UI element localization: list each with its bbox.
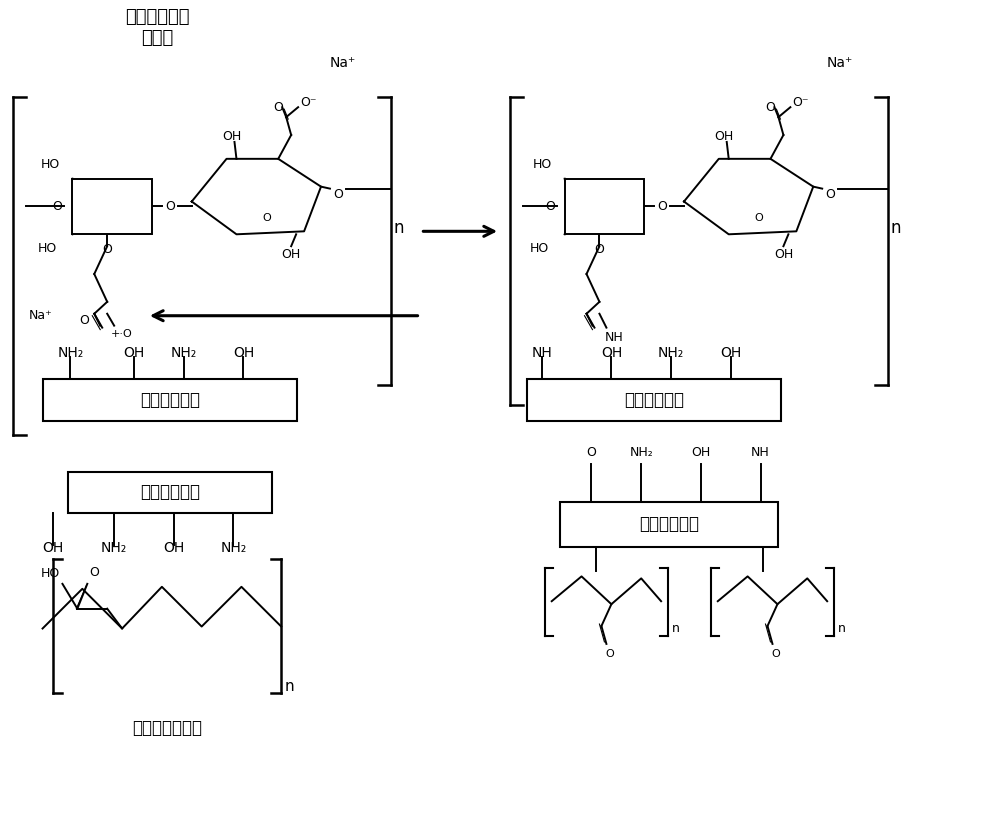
Text: NH₂: NH₂: [57, 346, 84, 360]
Text: OH: OH: [720, 346, 741, 360]
Text: 负极活性材料: 负极活性材料: [140, 483, 200, 501]
Text: O: O: [766, 101, 775, 114]
Text: 聚丙烯酸粨结剂: 聚丙烯酸粨结剂: [132, 719, 202, 737]
Text: OH: OH: [163, 541, 184, 555]
Text: O: O: [595, 243, 604, 256]
Text: O⁻: O⁻: [300, 95, 316, 108]
Text: OH: OH: [714, 130, 733, 143]
Text: OH: OH: [233, 346, 254, 360]
Bar: [527, 379, 781, 421]
Text: OH: OH: [222, 130, 241, 143]
Text: n: n: [284, 679, 294, 694]
Text: O: O: [545, 200, 555, 213]
Text: O⁻: O⁻: [792, 95, 809, 108]
Text: +·O: +·O: [111, 328, 133, 338]
Text: Na⁺: Na⁺: [330, 55, 356, 69]
Text: OH: OH: [123, 346, 145, 360]
Text: OH: OH: [42, 541, 63, 555]
Bar: [68, 472, 272, 513]
Bar: [560, 502, 778, 547]
Text: OH: OH: [282, 248, 301, 261]
Text: Na⁺: Na⁺: [827, 55, 853, 69]
Text: O: O: [102, 243, 112, 256]
Text: 负极活性材料: 负极活性材料: [140, 391, 200, 409]
Text: NH₂: NH₂: [220, 541, 247, 555]
Text: n: n: [393, 219, 404, 237]
Text: O: O: [89, 566, 99, 579]
Text: 负极活性材料: 负极活性材料: [639, 515, 699, 533]
Text: OH: OH: [601, 346, 622, 360]
Text: NH₂: NH₂: [658, 346, 684, 360]
Text: O: O: [333, 188, 343, 201]
Text: O: O: [657, 200, 667, 213]
Text: HO: HO: [533, 158, 552, 171]
Text: HO: HO: [530, 242, 549, 255]
Text: NH: NH: [751, 446, 770, 459]
Bar: [43, 379, 297, 421]
Text: O: O: [754, 214, 763, 223]
Text: O: O: [587, 446, 596, 459]
Text: Na⁺: Na⁺: [29, 309, 52, 322]
Text: O: O: [79, 315, 89, 327]
Text: O: O: [273, 101, 283, 114]
Text: NH: NH: [531, 346, 552, 360]
Text: O: O: [53, 200, 62, 213]
Text: n: n: [838, 622, 846, 635]
Text: NH₂: NH₂: [171, 346, 197, 360]
Text: n: n: [891, 219, 901, 237]
Text: OH: OH: [774, 248, 793, 261]
Text: 负极活性材料: 负极活性材料: [624, 391, 684, 409]
Text: NH₂: NH₂: [629, 446, 653, 459]
Text: O: O: [771, 649, 780, 659]
Text: OH: OH: [691, 446, 711, 459]
Bar: [72, 179, 152, 234]
Text: HO: HO: [38, 242, 57, 255]
Text: O: O: [262, 214, 271, 223]
Text: O: O: [825, 188, 835, 201]
Text: O: O: [605, 649, 614, 659]
Text: NH: NH: [605, 331, 624, 344]
Text: HO: HO: [41, 567, 60, 580]
Text: n: n: [672, 622, 680, 635]
Text: HO: HO: [41, 158, 60, 171]
Bar: [565, 179, 644, 234]
Text: NH₂: NH₂: [101, 541, 127, 555]
Text: 羞甲基纤维素
粨结剂: 羞甲基纤维素 粨结剂: [125, 8, 189, 47]
Text: O: O: [165, 200, 175, 213]
